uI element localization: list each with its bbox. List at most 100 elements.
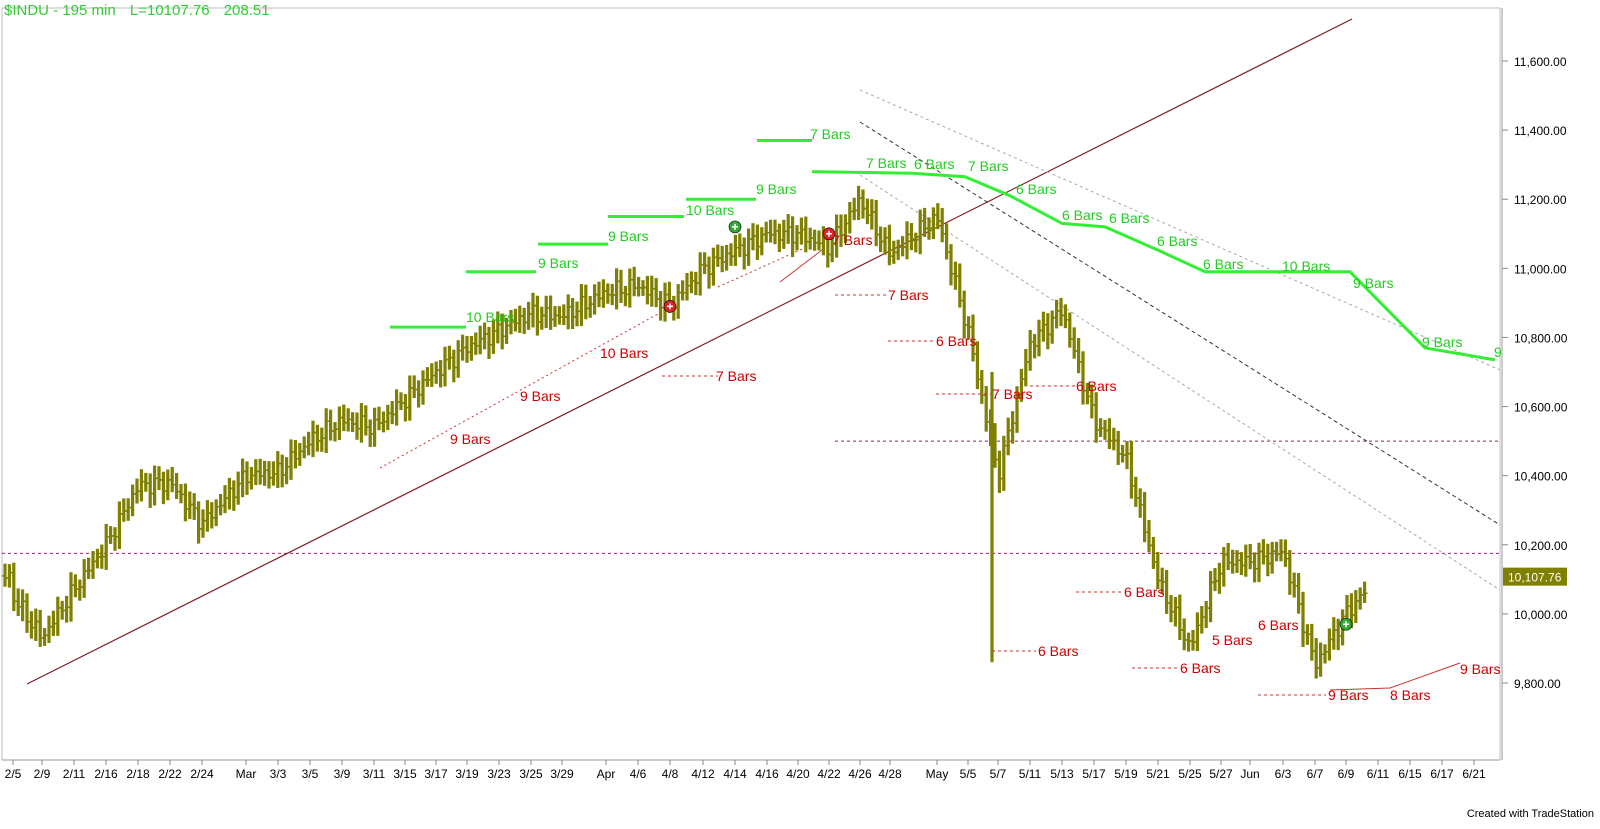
cycle-high-label: 6 Bars — [1157, 233, 1197, 249]
x-tick-label: 5/25 — [1178, 767, 1202, 781]
x-tick-label: 5/11 — [1019, 767, 1042, 781]
cycle-high-line — [811, 170, 1496, 362]
cycle-high-label: 6 Bars — [1016, 181, 1056, 197]
channel-lower — [859, 174, 1501, 591]
y-tick-label: 11,000.00 — [1514, 262, 1567, 276]
x-tick-label: 6/9 — [1338, 767, 1355, 781]
x-tick-label: 3/5 — [302, 767, 319, 781]
x-tick-label: 6/3 — [1275, 767, 1292, 781]
cycle-high-label: 7 Bars — [968, 158, 1008, 174]
cycle-high-label: 6 Bars — [914, 156, 954, 172]
x-tick-label: 4/12 — [691, 767, 715, 781]
uptrend-line — [26, 18, 1353, 685]
x-tick-label: 6/11 — [1367, 767, 1390, 781]
cycle-low-label: 6 Bars — [1258, 617, 1298, 633]
x-tick-label: 2/18 — [126, 767, 150, 781]
low-trend — [1329, 662, 1461, 691]
cycle-low-label: 9 Bars — [1460, 661, 1500, 677]
cycle-high-label: 7 Bars — [810, 126, 850, 142]
x-tick-label: May — [926, 767, 949, 781]
x-tick-label: 2/22 — [158, 767, 182, 781]
y-tick-label: 11,400.00 — [1514, 124, 1567, 138]
x-tick-label: 4/16 — [755, 767, 779, 781]
channel-mid — [859, 121, 1501, 526]
cycle-high-label: 9 Bars — [608, 228, 648, 244]
cycle-low-label: 7 Bars — [716, 368, 756, 384]
x-tick-label: 5/19 — [1114, 767, 1138, 781]
cycle-high-label: 6 Bars — [1062, 207, 1102, 223]
y-tick-label: 10,600.00 — [1514, 401, 1568, 415]
x-tick-label: 2/9 — [34, 767, 51, 781]
x-tick-label: 4/20 — [786, 767, 810, 781]
cycle-high-label: 10 Bars — [686, 202, 734, 218]
cycle-low-label: 6 Bars — [1038, 643, 1078, 659]
cycle-low-label: 9 Bars — [1328, 687, 1368, 703]
cycle-high-label: 7 Bars — [866, 155, 906, 171]
cycle-high-label: 10 Bars — [1282, 258, 1330, 274]
x-tick-label: 4/28 — [878, 767, 902, 781]
x-tick-label: 4/6 — [630, 767, 647, 781]
cycle-low-label: 9 Bars — [520, 388, 560, 404]
x-tick-label: 5/5 — [960, 767, 977, 781]
x-tick-label: 6/17 — [1430, 767, 1454, 781]
cycle-low-label: 5 Bars — [1212, 632, 1252, 648]
cycle-low-label: 7 Bars — [832, 232, 872, 248]
x-tick-label: 3/17 — [424, 767, 448, 781]
y-tick-label: 10,400.00 — [1514, 470, 1568, 484]
x-tick-label: 4/14 — [723, 767, 747, 781]
cycle-low-label: 6 Bars — [1180, 660, 1220, 676]
y-tick-label: 10,000.00 — [1514, 608, 1568, 622]
x-tick-label: 3/25 — [519, 767, 543, 781]
x-tick-label: Apr — [597, 767, 616, 781]
cycle-high-label: 9 — [1494, 344, 1502, 360]
low-trend — [379, 309, 666, 469]
x-tick-label: 4/22 — [817, 767, 841, 781]
x-tick-label: 3/11 — [363, 767, 386, 781]
last-price-tag-label: 10,107.76 — [1508, 571, 1562, 585]
cycle-low-label: 10 Bars — [600, 345, 648, 361]
x-tick-label: 3/9 — [334, 767, 351, 781]
x-tick-label: 5/27 — [1209, 767, 1233, 781]
y-tick-label: 10,800.00 — [1514, 331, 1568, 345]
x-tick-label: 3/23 — [487, 767, 511, 781]
last-price-tag — [1503, 567, 1567, 586]
cycle-high-label: 9 Bars — [1422, 334, 1462, 350]
chart-header: $INDU - 195 min L=10107.76 208.51 — [4, 2, 280, 19]
x-tick-label: 3/19 — [455, 767, 479, 781]
low-trend — [779, 249, 823, 283]
channel-upper — [859, 89, 1501, 371]
cycle-high-label: 6 Bars — [1203, 256, 1243, 272]
y-tick-label: 11,200.00 — [1514, 193, 1567, 207]
x-tick-label: 4/8 — [662, 767, 679, 781]
x-tick-label: 2/24 — [190, 767, 214, 781]
cycle-high-label: 6 Bars — [1109, 210, 1149, 226]
x-tick-label: 6/21 — [1462, 767, 1486, 781]
y-tick-label: 11,600.00 — [1514, 55, 1567, 69]
symbol-interval: $INDU - 195 min — [4, 2, 116, 19]
x-tick-label: 6/15 — [1398, 767, 1422, 781]
cycle-low-label: 6 Bars — [1124, 584, 1164, 600]
x-tick-label: 5/21 — [1146, 767, 1170, 781]
cycle-high-label: 10 Bars — [466, 309, 514, 325]
footer-credit: Created with TradeStation — [1466, 808, 1594, 820]
cycle-low-label: 7 Bars — [888, 287, 928, 303]
cycle-low-label: 7 Bars — [992, 386, 1032, 402]
x-tick-label: 5/7 — [990, 767, 1007, 781]
cycle-high-label: 9 Bars — [538, 255, 578, 271]
last-price-label: L=10107.76 — [129, 2, 210, 19]
x-tick-label: Jun — [1240, 767, 1259, 781]
cycle-low-label: 6 Bars — [936, 333, 976, 349]
cycle-low-label: 8 Bars — [1390, 687, 1430, 703]
cycle-low-label: 9 Bars — [450, 431, 490, 447]
x-tick-label: 6/7 — [1307, 767, 1324, 781]
x-tick-label: 3/15 — [393, 767, 417, 781]
x-tick-label: 5/13 — [1050, 767, 1074, 781]
x-tick-label: 2/11 — [63, 767, 86, 781]
y-tick-label: 9,800.00 — [1514, 677, 1561, 691]
cycle-high-label: 9 Bars — [756, 181, 796, 197]
y-tick-label: 10,200.00 — [1514, 539, 1568, 553]
x-tick-label: 2/5 — [5, 767, 22, 781]
cycle-low-label: 6 Bars — [1076, 378, 1116, 394]
